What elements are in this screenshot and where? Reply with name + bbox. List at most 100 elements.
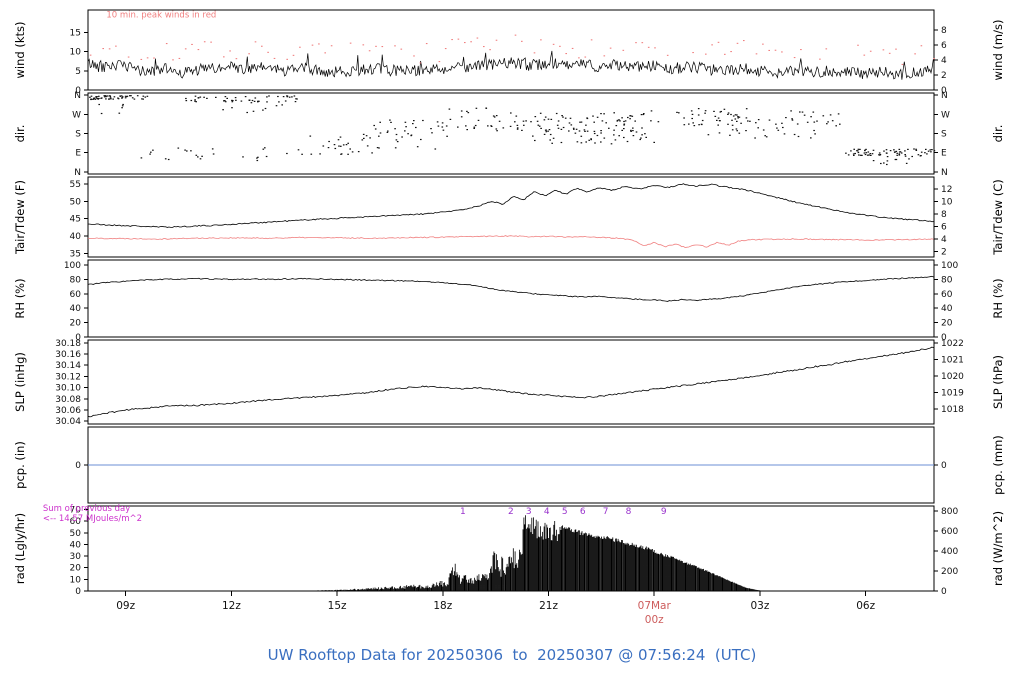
svg-text:30.06: 30.06 bbox=[55, 406, 81, 416]
svg-text:20: 20 bbox=[70, 564, 82, 574]
svg-text:45: 45 bbox=[70, 215, 81, 225]
svg-text:8: 8 bbox=[626, 507, 632, 517]
svg-text:55: 55 bbox=[70, 180, 81, 190]
svg-text:1018: 1018 bbox=[941, 405, 964, 415]
svg-text:70: 70 bbox=[70, 505, 82, 515]
svg-text:dir.: dir. bbox=[991, 125, 1005, 143]
svg-text:3: 3 bbox=[526, 507, 532, 517]
svg-text:80: 80 bbox=[70, 275, 82, 285]
svg-text:E: E bbox=[75, 149, 81, 159]
svg-text:30: 30 bbox=[70, 552, 82, 562]
svg-text:<-- 14.57 MJoules/m^2: <-- 14.57 MJoules/m^2 bbox=[43, 514, 142, 524]
svg-text:8: 8 bbox=[941, 210, 947, 220]
panel-tair: 35 40 45 50 55 2 4 6 8 10 12 Tair/Tdew (F) Tair/Tdew… bbox=[13, 176, 1005, 260]
svg-text:30.16: 30.16 bbox=[55, 350, 81, 360]
svg-text:N: N bbox=[74, 168, 81, 178]
svg-text:2: 2 bbox=[941, 247, 947, 257]
svg-text:RH (%): RH (%) bbox=[991, 278, 1005, 318]
x-axis: 09z 12z 15z 18z 21z 07Mar 00z 03z 06z bbox=[116, 591, 876, 626]
panel-rh: 100 80 60 40 20 0 100 80 60 40 20 0 RH (%) RH (%) bbox=[13, 259, 1005, 343]
svg-text:0: 0 bbox=[941, 86, 947, 96]
svg-text:30.10: 30.10 bbox=[55, 384, 81, 394]
svg-text:0: 0 bbox=[941, 461, 947, 471]
svg-text:0: 0 bbox=[75, 333, 81, 343]
svg-text:10: 10 bbox=[70, 48, 82, 58]
svg-text:21z: 21z bbox=[539, 600, 558, 612]
svg-text:0: 0 bbox=[75, 86, 81, 96]
svg-text:Tair/Tdew (C): Tair/Tdew (C) bbox=[991, 179, 1005, 255]
panel-wind: 0 5 10 15 0 2 4 6 8 wind (kts) wind (m/s) 10 min. p… bbox=[13, 9, 1005, 96]
svg-text:20: 20 bbox=[70, 319, 82, 329]
svg-text:4: 4 bbox=[941, 235, 947, 245]
svg-text:N: N bbox=[74, 91, 81, 101]
svg-text:5: 5 bbox=[562, 507, 568, 517]
svg-text:W: W bbox=[941, 110, 950, 120]
svg-text:S: S bbox=[941, 130, 947, 140]
svg-text:40: 40 bbox=[941, 304, 953, 314]
svg-text:0: 0 bbox=[75, 461, 81, 471]
svg-text:200: 200 bbox=[941, 567, 958, 577]
svg-text:10: 10 bbox=[70, 575, 82, 585]
svg-text:rad (Lgly/hr): rad (Lgly/hr) bbox=[13, 513, 27, 584]
svg-text:SLP (inHg): SLP (inHg) bbox=[13, 352, 27, 412]
svg-text:wind (m/s): wind (m/s) bbox=[991, 20, 1005, 81]
svg-text:10: 10 bbox=[941, 197, 953, 207]
svg-text:30.14: 30.14 bbox=[55, 361, 81, 371]
svg-text:18z: 18z bbox=[433, 600, 452, 612]
figure-title: UW Rooftop Data for 20250306 to 20250307… bbox=[267, 646, 757, 664]
svg-text:12: 12 bbox=[941, 185, 952, 195]
svg-text:35: 35 bbox=[70, 250, 81, 260]
svg-text:12z: 12z bbox=[222, 600, 241, 612]
svg-text:dir.: dir. bbox=[13, 125, 27, 143]
svg-text:600: 600 bbox=[941, 527, 958, 537]
svg-text:09z: 09z bbox=[116, 600, 135, 612]
svg-text:wind (kts): wind (kts) bbox=[13, 22, 27, 79]
svg-text:400: 400 bbox=[941, 547, 958, 557]
svg-text:100: 100 bbox=[941, 261, 958, 271]
svg-text:80: 80 bbox=[941, 275, 953, 285]
svg-text:40: 40 bbox=[70, 304, 82, 314]
svg-text:1022: 1022 bbox=[941, 339, 964, 349]
svg-text:40: 40 bbox=[70, 540, 82, 550]
svg-text:4: 4 bbox=[941, 56, 947, 66]
svg-text:800: 800 bbox=[941, 507, 958, 517]
svg-text:1: 1 bbox=[460, 507, 466, 517]
svg-text:Sum of previous day: Sum of previous day bbox=[43, 504, 130, 514]
svg-text:07Mar: 07Mar bbox=[638, 600, 672, 612]
svg-text:0: 0 bbox=[941, 587, 947, 597]
svg-text:N: N bbox=[941, 91, 948, 101]
svg-text:100: 100 bbox=[64, 261, 81, 271]
svg-text:50: 50 bbox=[70, 529, 82, 539]
svg-text:03z: 03z bbox=[751, 600, 770, 612]
svg-text:30.18: 30.18 bbox=[55, 339, 81, 349]
svg-text:pcp. (mm): pcp. (mm) bbox=[991, 435, 1005, 495]
svg-text:30.12: 30.12 bbox=[55, 372, 81, 382]
svg-text:2: 2 bbox=[508, 507, 514, 517]
svg-text:1019: 1019 bbox=[941, 389, 964, 399]
svg-text:8: 8 bbox=[941, 26, 947, 36]
svg-text:6: 6 bbox=[580, 507, 586, 517]
svg-text:9: 9 bbox=[661, 507, 667, 517]
svg-text:60: 60 bbox=[941, 290, 953, 300]
svg-text:10 min. peak winds in red: 10 min. peak winds in red bbox=[106, 11, 216, 21]
panel-pcp: 0 0 pcp. (in) pcp. (mm) bbox=[13, 426, 1005, 504]
svg-text:RH (%): RH (%) bbox=[13, 278, 27, 318]
svg-text:15: 15 bbox=[70, 28, 81, 38]
svg-text:15z: 15z bbox=[328, 600, 347, 612]
svg-text:5: 5 bbox=[75, 67, 81, 77]
svg-text:06z: 06z bbox=[856, 600, 875, 612]
svg-text:S: S bbox=[75, 130, 81, 140]
svg-text:rad (W/m^2): rad (W/m^2) bbox=[991, 511, 1005, 586]
svg-text:4: 4 bbox=[544, 507, 550, 517]
svg-text:1020: 1020 bbox=[941, 372, 964, 382]
svg-text:60: 60 bbox=[70, 517, 82, 527]
svg-text:50: 50 bbox=[70, 197, 82, 207]
svg-text:30.08: 30.08 bbox=[55, 395, 81, 405]
svg-text:pcp. (in): pcp. (in) bbox=[13, 441, 27, 489]
svg-text:20: 20 bbox=[941, 319, 953, 329]
svg-text:40: 40 bbox=[70, 232, 82, 242]
